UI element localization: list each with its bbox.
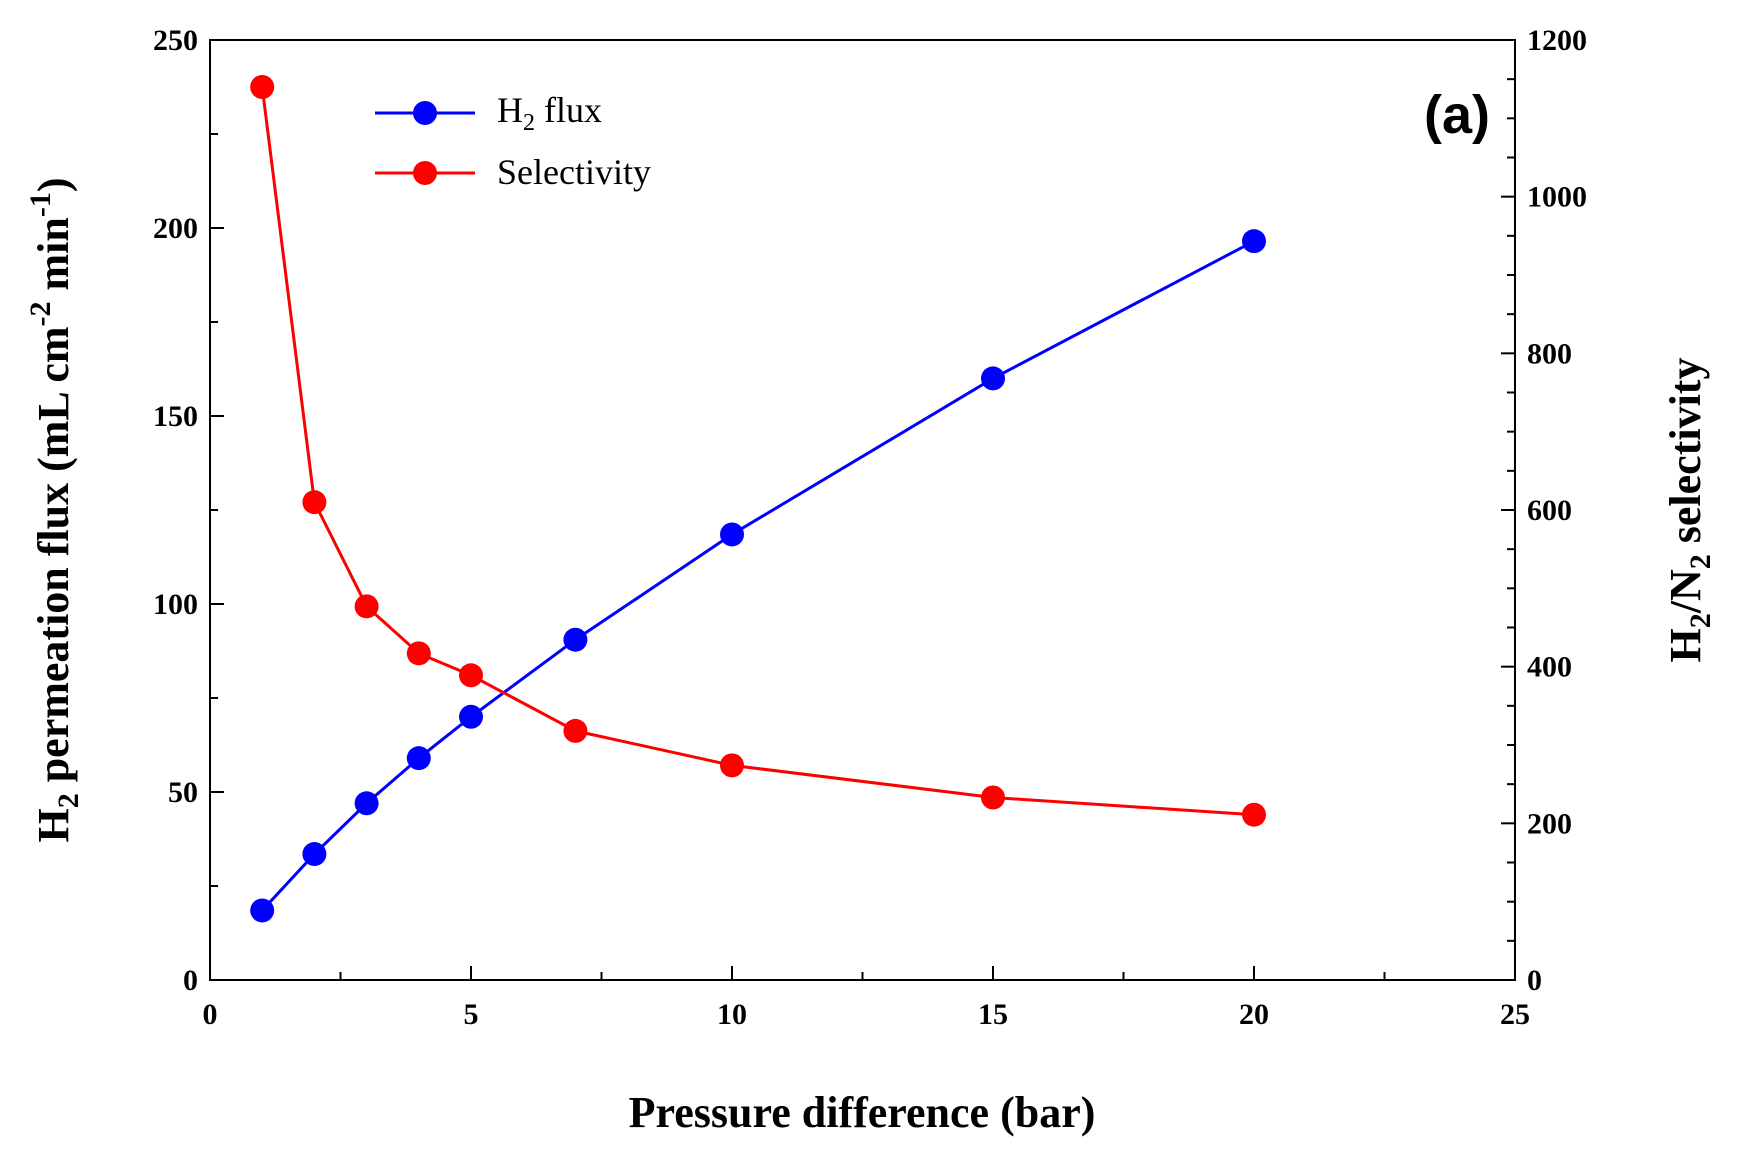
data-point-selectivity xyxy=(459,663,483,688)
data-point-h2-flux xyxy=(981,366,1005,391)
x-tick-label: 5 xyxy=(464,998,479,1031)
legend-marker-selectivity xyxy=(413,161,437,185)
y-left-tick-label: 150 xyxy=(153,400,198,433)
y-right-tick-label: 1000 xyxy=(1527,181,1587,214)
data-point-selectivity xyxy=(354,594,379,619)
y-right-tick-label: 800 xyxy=(1527,337,1572,370)
data-point-selectivity xyxy=(720,753,744,778)
y-right-tick-label: 0 xyxy=(1527,964,1542,997)
data-point-h2-flux xyxy=(720,522,744,547)
y-left-tick-label: 200 xyxy=(153,212,198,245)
data-point-h2-flux xyxy=(302,842,327,867)
series-line-h2-flux xyxy=(261,239,1255,912)
data-point-h2-flux xyxy=(354,791,379,816)
data-point-h2-flux xyxy=(459,704,483,729)
series-layer xyxy=(250,75,1266,923)
y-left-tick-label: 250 xyxy=(153,24,198,57)
panel-label: (a) xyxy=(1424,85,1490,145)
legend-item-h2-flux: H2 flux xyxy=(375,90,602,136)
data-point-selectivity xyxy=(302,490,327,515)
y-axis-right: 0 200 400 600 800 1000 1200 xyxy=(1501,24,1587,997)
legend-label-selectivity: Selectivity xyxy=(497,152,651,192)
x-tick-label: 25 xyxy=(1500,998,1530,1031)
y-left-tick-label: 0 xyxy=(183,964,198,997)
x-tick-label: 0 xyxy=(203,998,218,1031)
data-point-h2-flux xyxy=(563,627,588,652)
y-left-tick-label: 100 xyxy=(153,588,198,621)
data-point-selectivity xyxy=(406,641,431,666)
y-right-tick-label: 600 xyxy=(1527,494,1572,527)
y-right-tick-label: 400 xyxy=(1527,651,1572,684)
data-point-h2-flux xyxy=(406,746,431,771)
data-point-h2-flux xyxy=(250,898,275,923)
y-axis-left-title: H2 permeation flux (mL cm-2 min-1) xyxy=(24,177,85,842)
data-point-selectivity xyxy=(250,75,275,99)
data-point-selectivity xyxy=(1242,802,1266,827)
legend-marker-h2-flux xyxy=(413,101,437,125)
x-tick-label: 10 xyxy=(717,998,747,1031)
plot-frame xyxy=(209,39,1516,981)
data-point-h2-flux xyxy=(1242,229,1266,254)
y-right-tick-label: 1200 xyxy=(1527,24,1587,57)
x-axis-title: Pressure difference (bar) xyxy=(629,1088,1096,1137)
x-axis: 0 5 10 15 20 25 xyxy=(203,966,1530,1031)
y-left-tick-label: 50 xyxy=(168,776,198,809)
y-axis-right-title: H2/N2 selectivity xyxy=(1661,358,1717,663)
data-point-selectivity xyxy=(563,718,588,743)
legend-label-h2-flux: H2 flux xyxy=(497,90,602,136)
y-axis-left: 0 50 100 150 200 250 xyxy=(153,24,224,997)
y-right-tick-label: 200 xyxy=(1527,807,1572,840)
x-tick-label: 20 xyxy=(1239,998,1269,1031)
x-tick-label: 15 xyxy=(978,998,1008,1031)
data-point-selectivity xyxy=(981,785,1005,810)
legend-item-selectivity: Selectivity xyxy=(375,152,651,192)
series-line-selectivity xyxy=(260,86,1255,817)
legend: H2 flux Selectivity xyxy=(375,90,651,192)
